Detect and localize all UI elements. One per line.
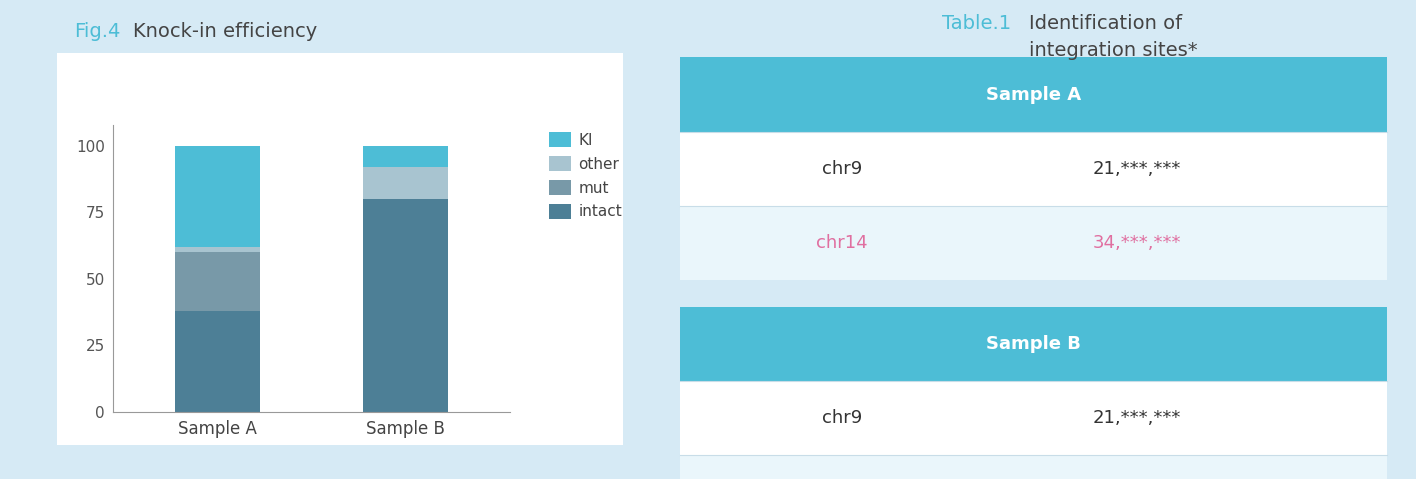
Bar <box>680 307 1388 381</box>
Text: Knock-in efficiency: Knock-in efficiency <box>133 22 317 41</box>
Bar <box>680 455 1388 479</box>
Bar <box>174 247 259 252</box>
Text: 21,***,***: 21,***,*** <box>1093 409 1181 427</box>
Bar <box>174 311 259 412</box>
Bar <box>364 167 449 199</box>
Bar <box>680 381 1388 455</box>
Text: Table.1: Table.1 <box>942 14 1011 34</box>
Text: chr14: chr14 <box>817 234 868 252</box>
Bar <box>174 252 259 311</box>
Bar <box>364 146 449 167</box>
Legend: KI, other, mut, intact: KI, other, mut, intact <box>549 132 622 219</box>
Text: Sample A: Sample A <box>986 86 1082 103</box>
Bar <box>364 199 449 412</box>
Text: 34,***,***: 34,***,*** <box>1093 234 1181 252</box>
Bar <box>680 132 1388 206</box>
Text: Identification of
integration sites*: Identification of integration sites* <box>1029 14 1198 60</box>
Bar <box>174 146 259 247</box>
Text: chr9: chr9 <box>823 160 862 178</box>
Text: chr9: chr9 <box>823 409 862 427</box>
Text: 21,***,***: 21,***,*** <box>1093 160 1181 178</box>
Text: Fig.4: Fig.4 <box>74 22 120 41</box>
Bar <box>680 206 1388 280</box>
Bar <box>680 57 1388 132</box>
Text: Sample B: Sample B <box>986 335 1082 353</box>
